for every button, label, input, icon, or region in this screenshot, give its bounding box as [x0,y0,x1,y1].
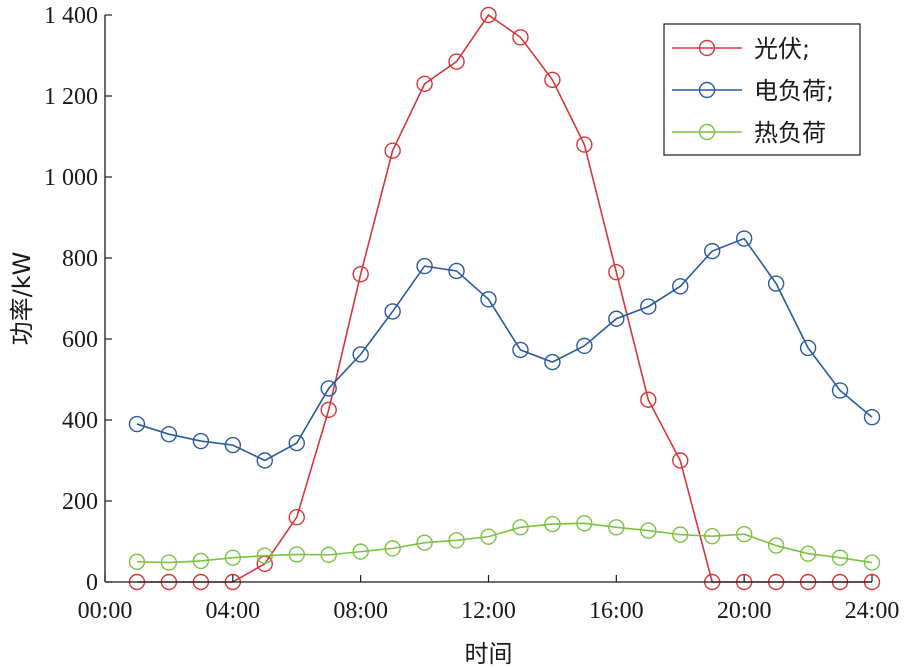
data-point [704,242,721,260]
x-tick-label: 08:00 [333,598,388,624]
y-tick-label: 0 [86,570,98,596]
data-point [608,263,625,281]
data-point [608,310,625,327]
data-point [831,382,849,399]
data-point [544,353,561,371]
data-point [256,547,273,564]
data-point [224,549,242,566]
x-tick-label: 16:00 [589,598,644,624]
legend-marker [698,123,716,141]
legend-label: 电负荷; [754,77,834,105]
data-point [192,552,210,570]
data-point [320,380,337,397]
legend-item: 热负荷 [672,119,826,147]
legend-marker [698,39,716,57]
data-point [640,391,657,408]
data-point [448,532,465,549]
series-line [136,237,873,462]
y-axis-title: 功率/kW [8,252,36,346]
data-point [672,452,689,469]
data-point [640,298,657,315]
data-point [416,534,433,551]
x-tick-label: 04:00 [205,598,260,624]
data-point [256,452,273,469]
data-point [384,303,401,320]
data-point [640,522,657,539]
y-tick-label: 800 [62,246,98,272]
data-point [288,509,305,526]
series-2 [128,230,881,469]
legend-marker [698,81,716,99]
data-point [863,408,881,426]
tick-labels: 00:00 04:00 08:00 12:00 16:00 20:00 24:00 0 200 4… [44,3,899,624]
data-point [448,53,465,70]
data-point [480,528,497,545]
data-point [288,434,305,452]
data-point [544,71,561,89]
data-point [735,230,753,247]
data-point [416,257,433,275]
data-point [384,540,401,557]
y-tick-label: 600 [62,327,98,353]
x-tick-label: 00:00 [78,598,133,624]
data-point [544,515,561,533]
x-tick-label: 24:00 [845,598,900,624]
data-point [735,526,753,543]
legend-label: 热负荷 [754,119,826,147]
data-point [320,546,337,564]
data-point [160,554,178,571]
data-point [384,142,401,159]
data-point [320,401,337,419]
data-point [672,278,689,295]
legend-label: 光伏; [754,35,810,63]
data-point [512,341,529,359]
data-point [192,432,210,450]
data-point [480,291,497,308]
data-point [608,519,625,536]
x-axis-title: 时间 [465,640,513,668]
data-point [160,425,178,443]
data-point [352,266,369,283]
data-point [512,519,529,536]
data-point [512,29,529,46]
data-point [799,339,817,357]
y-tick-label: 1 400 [44,3,98,29]
axes [104,14,873,583]
data-point [767,275,785,292]
data-point [352,346,369,363]
y-tick-label: 400 [62,408,98,434]
data-point [288,546,305,563]
y-tick-label: 1 200 [44,84,98,110]
series-line [136,522,873,564]
data-point [224,436,242,454]
series-3 [128,515,881,571]
data-point [831,549,849,566]
data-point [576,337,593,355]
data-point [480,6,497,24]
x-tick-label: 20:00 [717,598,772,624]
data-point [672,526,689,543]
data-point [799,545,817,562]
data-point [576,515,593,532]
data-point [128,553,146,570]
x-tick-label: 12:00 [461,598,516,624]
legend-item: 光伏; [672,35,810,63]
data-point [704,528,721,545]
legend-item: 电负荷; [672,77,834,105]
data-point [416,75,433,93]
data-point [863,554,881,571]
data-point [128,415,146,433]
y-tick-label: 200 [62,489,98,515]
data-point [448,262,465,280]
data-point [352,543,369,560]
legend: 光伏; 电负荷; 热负荷 [663,23,861,156]
data-point [767,537,785,554]
data-point [576,136,593,153]
y-tick-label: 1 000 [44,165,98,191]
